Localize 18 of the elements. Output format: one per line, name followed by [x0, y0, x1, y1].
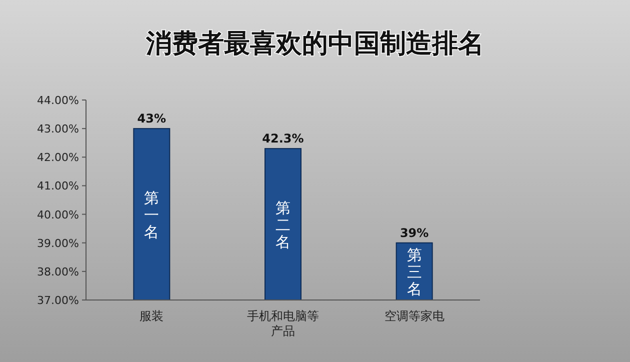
- y-tick-label: 42.00%: [37, 151, 79, 164]
- y-tick-label: 40.00%: [37, 208, 79, 222]
- y-tick-label: 37.00%: [37, 294, 79, 307]
- x-tick-label: 手机和电脑等产品: [247, 309, 319, 338]
- data-label: 39%: [400, 226, 429, 240]
- annotation: 第一名: [144, 190, 160, 241]
- y-tick-label: 44.00%: [37, 94, 79, 107]
- data-label: 42.3%: [262, 132, 304, 146]
- data-label: 43%: [137, 112, 166, 126]
- y-tick-label: 41.00%: [37, 180, 79, 193]
- annotation: 第二名: [276, 200, 290, 251]
- x-tick-label: 服装: [140, 309, 164, 323]
- x-tick-label: 空调等家电: [384, 309, 444, 323]
- y-tick-label: 38.00%: [37, 265, 79, 278]
- chart-title: 消费者最喜欢的中国制造排名: [145, 28, 484, 58]
- y-tick-label: 43.00%: [37, 122, 79, 136]
- y-tick-label: 39.00%: [37, 236, 79, 250]
- annotation: 第三名: [406, 247, 422, 298]
